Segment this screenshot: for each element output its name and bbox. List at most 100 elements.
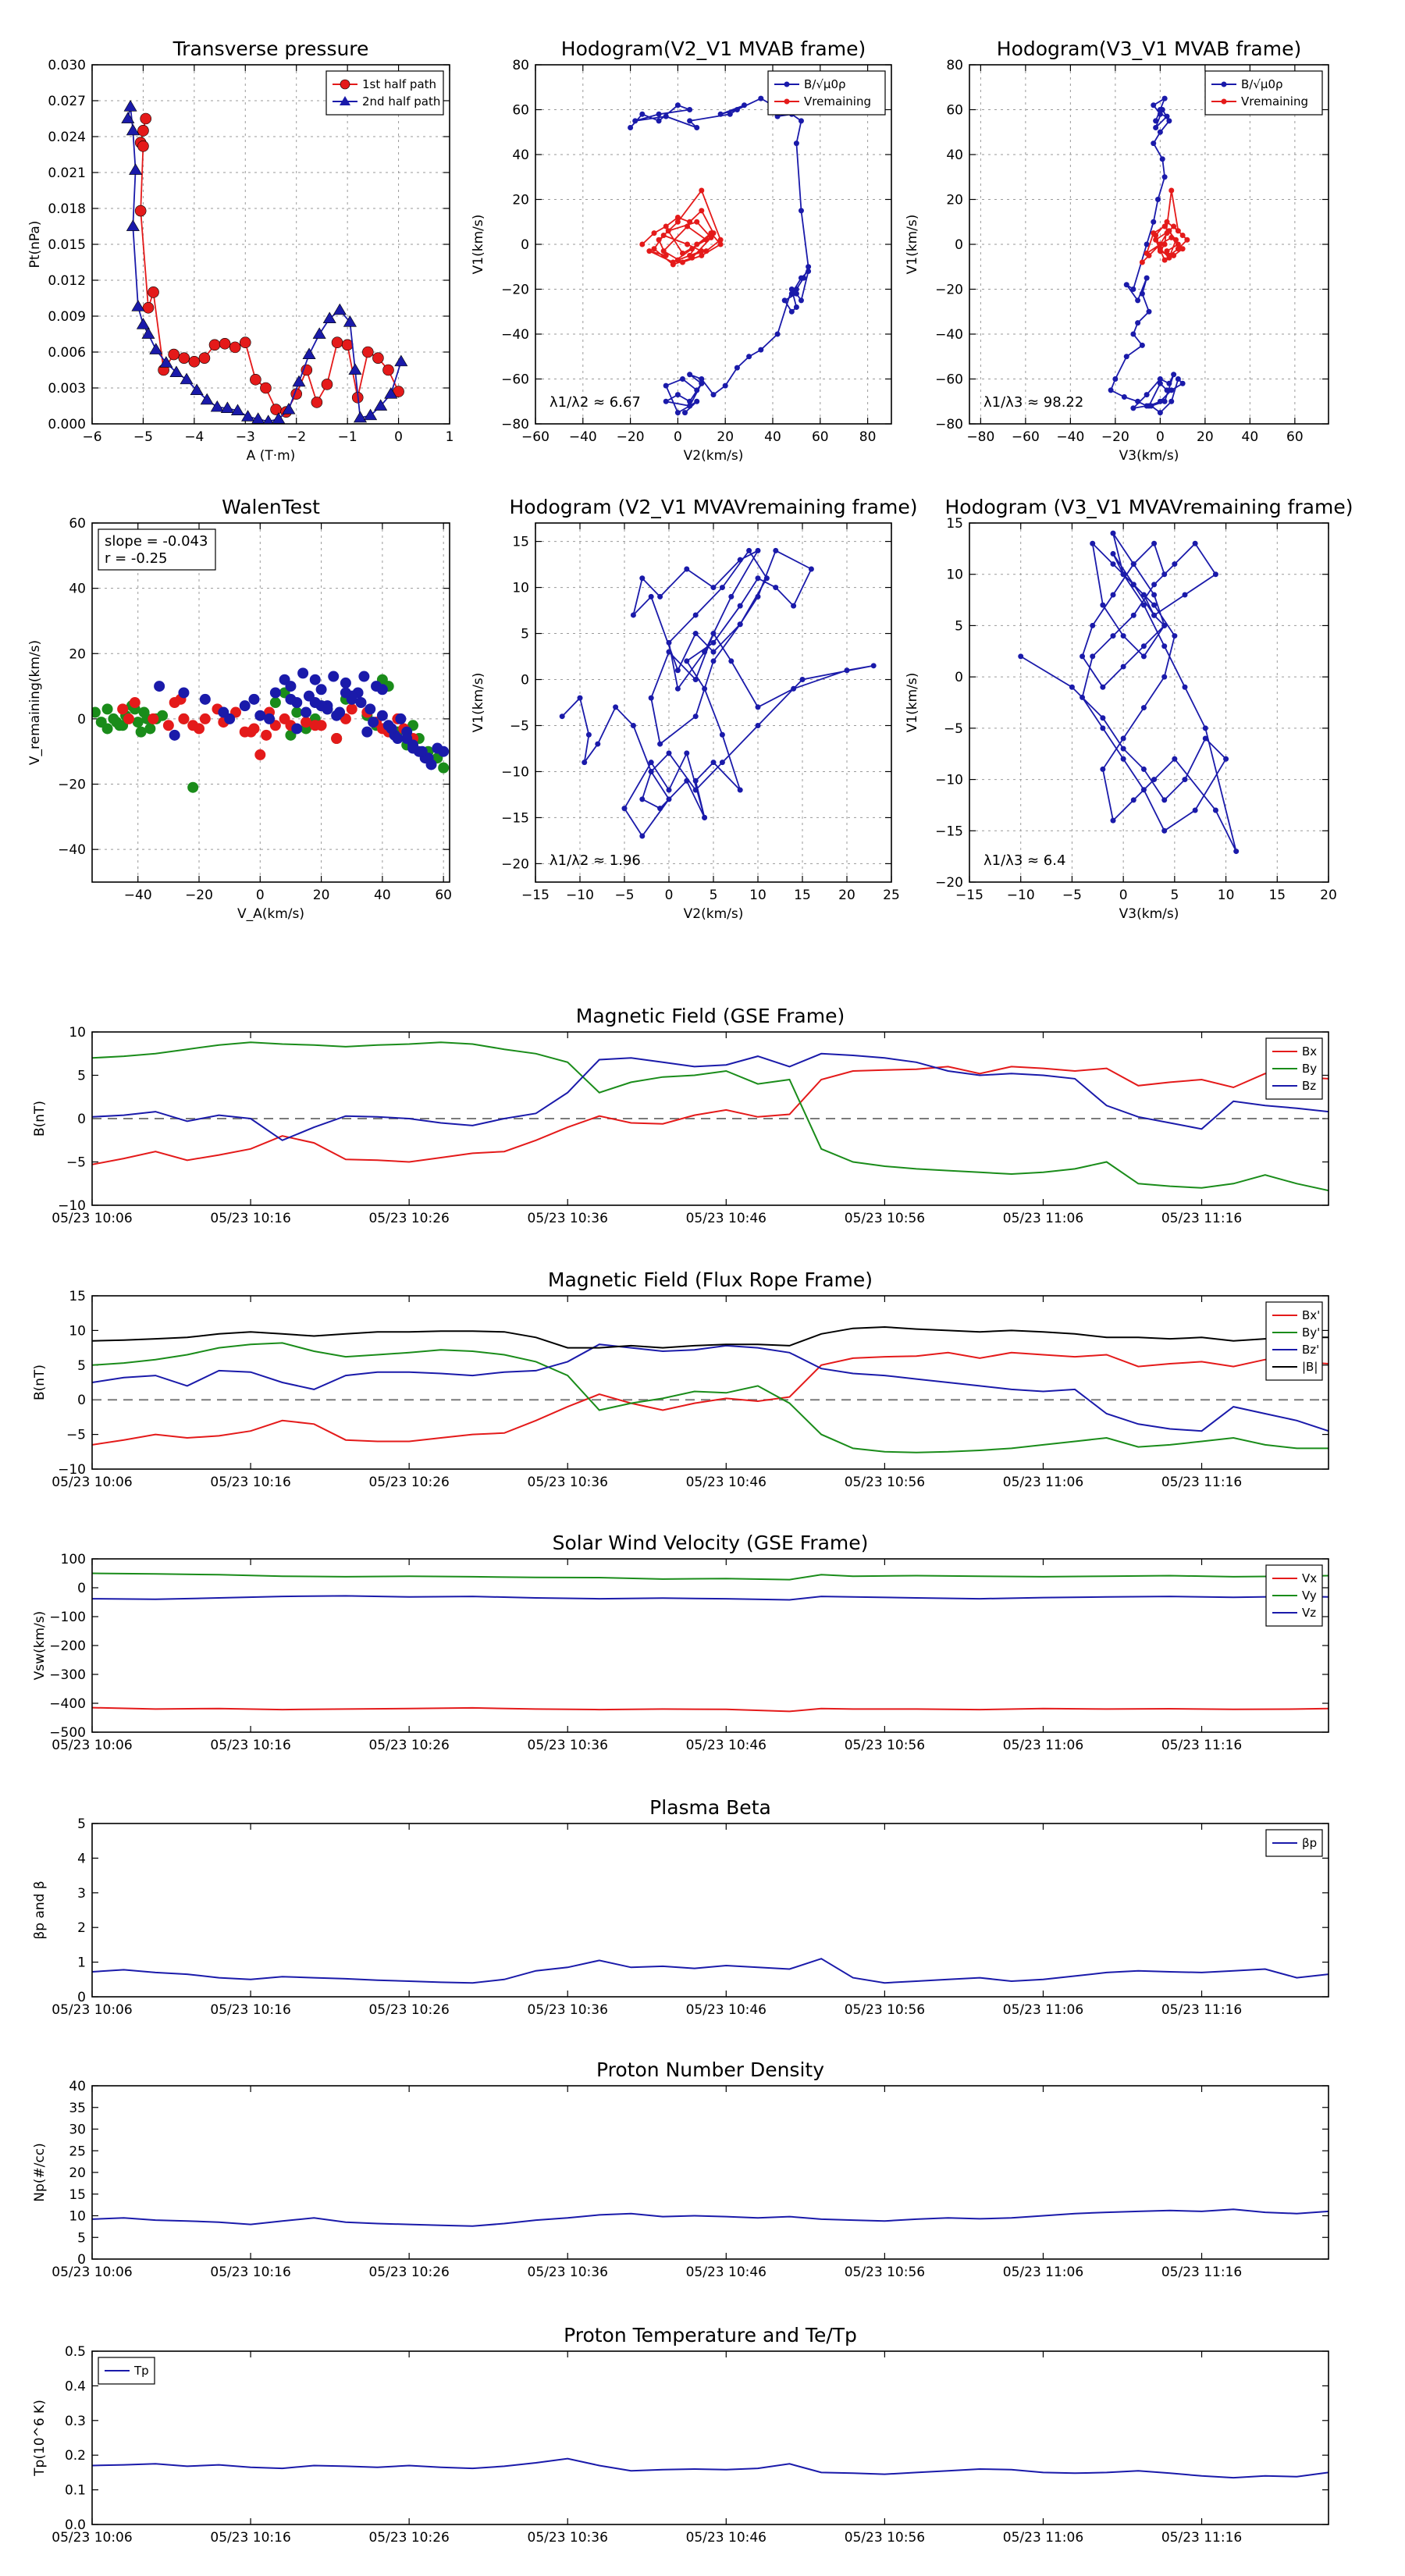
data-point	[199, 713, 211, 724]
data-point	[1151, 102, 1157, 109]
data-point	[1135, 320, 1141, 326]
y-tick-label: −5	[66, 1155, 86, 1171]
data-point	[708, 230, 714, 237]
data-point	[270, 404, 282, 415]
legend-marker	[1221, 81, 1227, 87]
data-point	[376, 710, 388, 721]
legend-marker	[340, 96, 350, 105]
data-point	[703, 248, 710, 254]
plot-frame	[969, 522, 1329, 883]
data-point	[358, 671, 370, 682]
data-point	[773, 585, 779, 591]
data-point	[395, 713, 407, 724]
x-axis-label: V_A(km/s)	[237, 906, 304, 922]
data-point	[722, 382, 728, 389]
data-point	[694, 219, 700, 225]
data-point	[392, 733, 404, 744]
series-line	[92, 1041, 1329, 1192]
legend: 1st half path 2nd half path	[325, 70, 444, 116]
x-tick-label: −4	[184, 429, 204, 445]
data-point	[1140, 592, 1147, 598]
data-point	[1130, 405, 1136, 411]
data-point	[1159, 107, 1165, 112]
x-tick-label: −15	[955, 888, 984, 903]
x-tick-label: 05/23 10:46	[686, 1475, 767, 1490]
chart-title: Hodogram(V2_V1 MVAB frame)	[561, 37, 866, 60]
data-point	[364, 408, 378, 421]
series-bz	[92, 1052, 1329, 1141]
data-point	[1192, 807, 1198, 813]
data-point	[1120, 756, 1126, 762]
data-point	[682, 410, 688, 416]
data-point	[1157, 246, 1163, 252]
series-line	[92, 1342, 1329, 1453]
data-point	[684, 750, 690, 756]
data-point	[331, 336, 343, 349]
series-line	[92, 1325, 1329, 1349]
data-point	[194, 723, 205, 735]
data-point	[639, 796, 646, 802]
data-point	[1110, 633, 1116, 639]
y-tick-label: 0.5	[65, 2344, 86, 2360]
legend: B/√μ0ρ Vremaining	[767, 70, 886, 116]
data-point	[353, 411, 368, 423]
y-tick-label: −200	[49, 1638, 86, 1654]
y-tick-label: 5	[955, 618, 963, 634]
data-point	[1161, 257, 1168, 263]
series-line	[92, 1343, 1329, 1432]
data-point	[717, 111, 724, 117]
data-point	[123, 713, 134, 724]
data-point	[126, 123, 140, 136]
data-point	[1161, 622, 1168, 628]
chart-p5: Hodogram (V2_V1 MVAVremaining frame) −15 −…	[471, 496, 918, 922]
data-point	[1157, 241, 1163, 247]
y-tick-label: −300	[49, 1667, 86, 1683]
data-point	[1171, 252, 1177, 258]
data-point	[154, 681, 165, 692]
data-point	[382, 364, 394, 376]
data-point	[1130, 286, 1136, 292]
data-point	[648, 768, 654, 774]
data-point	[1151, 141, 1157, 147]
chart-p10: Plasma Beta 05/23 10:06 05/23 10:16 05/23 1…	[32, 1796, 1329, 2018]
x-tick-label: −3	[236, 429, 255, 445]
data-point	[717, 237, 724, 243]
data-point	[401, 733, 413, 744]
data-point	[1179, 233, 1186, 238]
data-point	[1120, 571, 1126, 578]
x-tick-label: 0	[256, 888, 265, 903]
series-line	[92, 1706, 1329, 1713]
x-tick-label: 05/23 10:16	[210, 2265, 290, 2280]
data-point	[793, 141, 799, 147]
series-vremaining	[1139, 187, 1190, 265]
data-point	[374, 399, 388, 411]
data-point	[321, 379, 333, 390]
plot-area	[92, 667, 450, 793]
data-point	[687, 219, 693, 225]
x-tick-label: 05/23 10:36	[528, 2530, 608, 2546]
data-point	[657, 806, 663, 812]
y-tick-label: −100	[49, 1610, 86, 1625]
data-point	[250, 373, 261, 386]
data-point	[1139, 290, 1145, 297]
y-tick-label: −20	[935, 283, 963, 298]
x-tick-label: 05/23 11:16	[1161, 2002, 1242, 2018]
legend: βp	[1265, 1829, 1323, 1857]
x-tick-label: 05/23 10:56	[845, 2265, 925, 2280]
data-point	[1080, 694, 1086, 700]
plot-frame	[91, 1823, 1329, 1998]
x-tick-label: 60	[1286, 429, 1304, 445]
data-point	[1155, 197, 1161, 202]
data-point	[692, 777, 699, 784]
data-point	[656, 111, 662, 117]
data-point	[630, 612, 636, 618]
x-tick-label: 05/23 11:16	[1161, 1475, 1242, 1490]
x-axis-label: A (T·m)	[247, 448, 296, 464]
chart-p1: Transverse pressure −6 −5 −4 −3 −2 −1 0 1 0.000 0.…	[27, 37, 454, 464]
data-point	[111, 717, 123, 728]
legend-label: Bx'	[1302, 1308, 1320, 1322]
y-tick-label: 0	[955, 670, 963, 685]
y-tick-label: 0.024	[48, 130, 86, 145]
data-point	[710, 639, 717, 646]
data-point	[135, 726, 147, 738]
